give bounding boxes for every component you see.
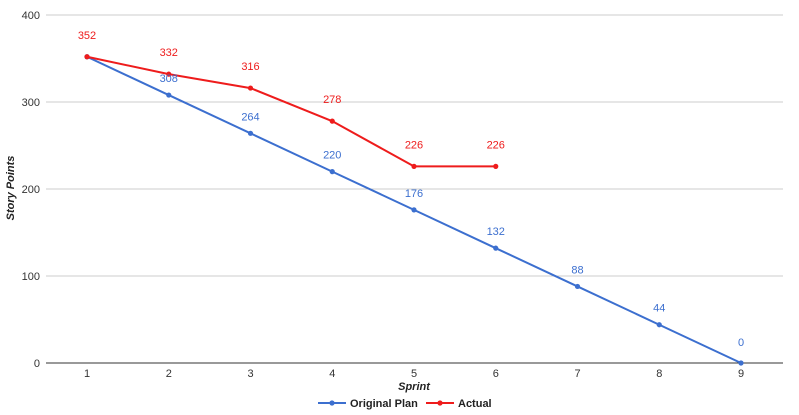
data-label-actual-sprint-2: 332 — [160, 47, 178, 59]
legend-marker-actual — [437, 400, 443, 406]
point-original-plan-sprint-3 — [247, 130, 254, 136]
legend: Original Plan Actual — [318, 398, 492, 410]
x-tick-label-7: 7 — [574, 368, 580, 380]
y-axis-title: Story Points — [5, 156, 17, 221]
point-original-plan-sprint-9 — [738, 360, 744, 366]
point-actual-sprint-6 — [493, 163, 499, 169]
data-label-actual-sprint-4: 278 — [323, 94, 341, 106]
x-tick-label-3: 3 — [247, 368, 253, 380]
legend-label-actual: Actual — [458, 398, 492, 410]
point-original-plan-sprint-7 — [574, 283, 581, 290]
y-tick-label-300: 300 — [22, 97, 40, 109]
point-actual-sprint-1 — [84, 54, 90, 60]
series — [84, 54, 744, 366]
x-tick-label-6: 6 — [493, 368, 499, 380]
point-original-plan-sprint-5 — [411, 207, 417, 213]
data-label-original-plan-sprint-9: 0 — [738, 337, 744, 349]
point-actual-sprint-4 — [329, 118, 335, 124]
axes: 0 100 200 300 400 1 2 3 4 5 6 7 8 9 — [22, 10, 783, 380]
data-label-original-plan-sprint-7: 88 — [571, 264, 583, 276]
x-tick-label-9: 9 — [738, 368, 744, 380]
series-line-actual — [86, 55, 496, 168]
point-original-plan-sprint-6 — [493, 245, 499, 251]
x-tick-label-2: 2 — [166, 368, 172, 380]
y-tick-label-100: 100 — [22, 271, 40, 283]
data-label-actual-sprint-5: 226 — [405, 139, 423, 151]
data-labels: 308 264 220 176 132 88 44 0 352 332 316 278 226 226 — [78, 30, 744, 349]
data-label-original-plan-sprint-6: 132 — [487, 226, 505, 238]
point-actual-sprint-5 — [411, 163, 417, 169]
point-actual-sprint-2 — [166, 71, 172, 77]
x-tick-label-8: 8 — [656, 368, 662, 380]
data-label-original-plan-sprint-4: 220 — [323, 150, 341, 162]
data-label-actual-sprint-3: 316 — [241, 61, 259, 73]
y-tick-label-400: 400 — [22, 10, 40, 22]
x-tick-label-1: 1 — [84, 368, 90, 380]
data-label-original-plan-sprint-2: 308 — [160, 73, 178, 85]
y-tick-label-200: 200 — [22, 184, 40, 196]
legend-item-original-plan: Original Plan — [318, 398, 418, 410]
data-label-original-plan-sprint-5: 176 — [405, 188, 423, 200]
data-label-original-plan-sprint-8: 44 — [653, 303, 665, 315]
legend-marker-original-plan — [329, 400, 335, 406]
gridlines — [46, 14, 783, 277]
x-tick-label-4: 4 — [329, 368, 335, 380]
data-label-actual-sprint-6: 226 — [487, 139, 505, 151]
legend-label-original-plan: Original Plan — [350, 398, 418, 410]
legend-item-actual: Actual — [426, 398, 492, 410]
point-original-plan-sprint-4 — [329, 169, 335, 175]
point-actual-sprint-3 — [247, 85, 254, 91]
data-label-original-plan-sprint-3: 264 — [241, 111, 259, 123]
point-original-plan-sprint-2 — [166, 92, 172, 98]
y-tick-label-0: 0 — [34, 358, 40, 370]
data-label-actual-sprint-1: 352 — [78, 30, 96, 42]
x-tick-label-5: 5 — [411, 368, 417, 380]
point-original-plan-sprint-8 — [656, 322, 662, 328]
x-axis-title: Sprint — [398, 381, 431, 393]
